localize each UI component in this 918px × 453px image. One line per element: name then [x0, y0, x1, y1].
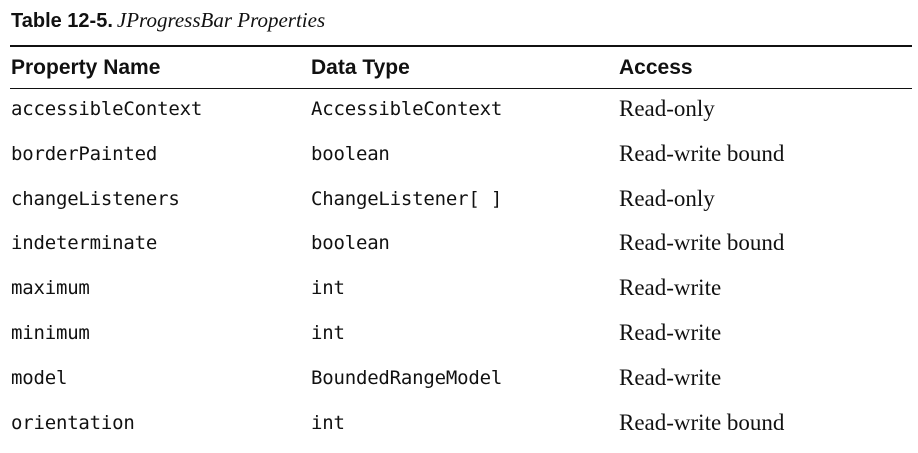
table-caption-title: JProgressBar Properties [116, 8, 326, 32]
access-cell: Read-only [619, 185, 715, 211]
data-type-cell: boolean [311, 232, 390, 255]
table-row: model BoundedRangeModel Read-write [0, 361, 918, 406]
access-cell: Read-write [619, 275, 722, 301]
property-name-cell: indeterminate [11, 232, 158, 255]
data-type-cell: int [311, 321, 345, 344]
table-top-rule [10, 45, 912, 47]
data-type-cell: ChangeListener[ ] [311, 187, 503, 210]
data-type-cell: BoundedRangeModel [311, 366, 503, 389]
access-cell: Read-write [619, 364, 722, 390]
header-data-type: Data Type [311, 56, 410, 79]
access-cell: Read-only [619, 96, 715, 121]
table-header-row: Property Name Data Type Access [0, 54, 918, 84]
table-row: maximum int Read-write [0, 271, 918, 316]
table-row: accessibleContext AccessibleContext Read… [0, 92, 918, 137]
table-row: minimum int Read-write [0, 316, 918, 361]
table-row: changeListeners ChangeListener[ ] Read-o… [0, 182, 918, 227]
property-name-cell: borderPainted [11, 142, 158, 165]
property-name-cell: model [11, 366, 68, 389]
header-access: Access [619, 56, 693, 79]
access-cell: Read-write [619, 319, 722, 345]
property-name-cell: maximum [11, 277, 90, 300]
data-type-cell: int [311, 277, 345, 300]
table-row: indeterminate boolean Read-write bound [0, 226, 918, 271]
table-caption-label: Table 12-5. [11, 10, 113, 32]
table-caption: Table 12-5. JProgressBar Properties [11, 8, 325, 33]
data-type-cell: int [311, 411, 345, 434]
table-row: orientation int Read-write bound [0, 406, 918, 451]
table-body: accessibleContext AccessibleContext Read… [0, 92, 918, 450]
access-cell: Read-write bound [619, 230, 785, 256]
data-type-cell: boolean [311, 142, 390, 165]
access-cell: Read-write bound [619, 140, 785, 166]
data-type-cell: AccessibleContext [311, 98, 503, 120]
property-name-cell: minimum [11, 321, 90, 344]
table-header-rule [10, 88, 912, 89]
property-name-cell: changeListeners [11, 187, 180, 210]
property-name-cell: orientation [11, 411, 135, 434]
property-name-cell: accessibleContext [11, 98, 203, 120]
access-cell: Read-write bound [619, 409, 785, 435]
table-row: borderPainted boolean Read-write bound [0, 137, 918, 182]
header-property-name: Property Name [11, 56, 161, 79]
